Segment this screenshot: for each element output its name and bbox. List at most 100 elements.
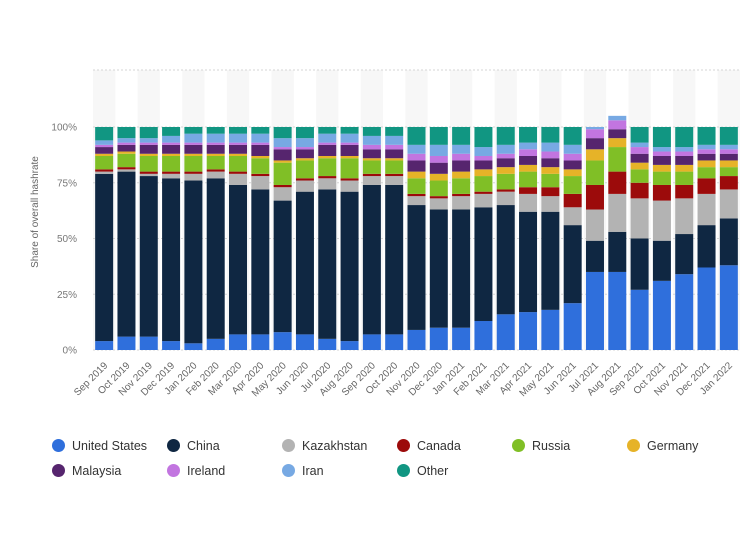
bar-segment[interactable]	[719, 127, 738, 145]
bar-segment[interactable]	[229, 334, 248, 350]
bar-segment[interactable]	[162, 142, 181, 145]
bar-segment[interactable]	[474, 147, 493, 156]
bar-segment[interactable]	[385, 158, 404, 161]
bar-segment[interactable]	[429, 127, 448, 145]
bar-segment[interactable]	[452, 178, 471, 194]
bar-segment[interactable]	[251, 334, 270, 350]
bar-segment[interactable]	[162, 178, 181, 342]
bar-segment[interactable]	[585, 149, 604, 161]
bar-segment[interactable]	[362, 160, 381, 174]
bar-segment[interactable]	[117, 142, 136, 145]
bar-segment[interactable]	[474, 191, 493, 194]
bar-segment[interactable]	[519, 211, 538, 313]
bar-segment[interactable]	[563, 225, 582, 304]
bar-segment[interactable]	[385, 127, 404, 136]
bar-segment[interactable]	[474, 176, 493, 192]
bar-segment[interactable]	[251, 173, 270, 177]
bar-segment[interactable]	[318, 178, 337, 190]
bar-segment[interactable]	[295, 178, 314, 181]
bar-segment[interactable]	[295, 138, 314, 148]
bar-segment[interactable]	[652, 155, 671, 165]
bar-segment[interactable]	[95, 140, 114, 145]
bar-segment[interactable]	[652, 184, 671, 201]
bar-segment[interactable]	[496, 127, 515, 145]
bar-segment[interactable]	[608, 115, 627, 121]
legend-item[interactable]: Ireland	[167, 462, 282, 479]
bar-segment[interactable]	[675, 198, 694, 235]
bar-segment[interactable]	[117, 138, 136, 143]
bar-segment[interactable]	[630, 127, 649, 143]
bar-segment[interactable]	[206, 155, 225, 170]
bar-segment[interactable]	[206, 142, 225, 145]
bar-segment[interactable]	[318, 142, 337, 145]
bar-segment[interactable]	[385, 176, 404, 185]
bar-segment[interactable]	[95, 144, 114, 148]
bar-segment[interactable]	[608, 193, 627, 232]
bar-segment[interactable]	[318, 338, 337, 350]
bar-segment[interactable]	[251, 144, 270, 156]
bar-segment[interactable]	[162, 153, 181, 156]
bar-segment[interactable]	[206, 338, 225, 350]
bar-segment[interactable]	[117, 167, 136, 170]
bar-segment[interactable]	[273, 184, 292, 188]
bar-segment[interactable]	[585, 129, 604, 139]
bar-segment[interactable]	[541, 187, 560, 197]
bar-segment[interactable]	[719, 265, 738, 350]
bar-segment[interactable]	[206, 171, 225, 179]
bar-segment[interactable]	[429, 209, 448, 328]
bar-segment[interactable]	[184, 343, 203, 350]
bar-segment[interactable]	[385, 184, 404, 335]
bar-segment[interactable]	[229, 173, 248, 185]
bar-segment[interactable]	[407, 205, 426, 330]
bar-segment[interactable]	[608, 129, 627, 139]
bar-segment[interactable]	[608, 138, 627, 148]
bar-segments[interactable]	[95, 115, 738, 350]
legend-item[interactable]: China	[167, 437, 282, 454]
bar-segment[interactable]	[340, 155, 359, 159]
bar-segment[interactable]	[229, 184, 248, 335]
bar-segment[interactable]	[139, 336, 158, 350]
bar-segment[interactable]	[519, 312, 538, 350]
bar-segment[interactable]	[474, 155, 493, 161]
bar-segment[interactable]	[139, 173, 158, 177]
bar-segment[interactable]	[496, 205, 515, 315]
bar-segment[interactable]	[184, 173, 203, 181]
bar-segment[interactable]	[273, 200, 292, 333]
bar-segment[interactable]	[95, 173, 114, 342]
bar-segment[interactable]	[385, 144, 404, 150]
bar-segment[interactable]	[719, 144, 738, 150]
bar-segment[interactable]	[206, 133, 225, 143]
bar-segment[interactable]	[541, 196, 560, 212]
bar-segment[interactable]	[295, 191, 314, 335]
bar-segment[interactable]	[429, 155, 448, 163]
bar-segment[interactable]	[452, 193, 471, 197]
bar-segment[interactable]	[117, 144, 136, 152]
bar-segment[interactable]	[273, 138, 292, 148]
bar-segment[interactable]	[295, 158, 314, 161]
bar-segment[interactable]	[139, 138, 158, 143]
bar-segment[interactable]	[563, 169, 582, 177]
bar-segment[interactable]	[95, 341, 114, 350]
bar-segment[interactable]	[496, 314, 515, 350]
bar-segment[interactable]	[563, 153, 582, 161]
bar-segment[interactable]	[340, 180, 359, 192]
bar-segment[interactable]	[117, 151, 136, 154]
bar-segment[interactable]	[652, 200, 671, 241]
bar-segment[interactable]	[697, 149, 716, 154]
bar-segment[interactable]	[162, 127, 181, 136]
bar-segment[interactable]	[117, 336, 136, 350]
bar-segment[interactable]	[295, 147, 314, 150]
bar-segment[interactable]	[117, 127, 136, 139]
bar-segment[interactable]	[139, 153, 158, 156]
bar-segment[interactable]	[719, 160, 738, 168]
legend-item[interactable]: Canada	[397, 437, 512, 454]
bar-segment[interactable]	[496, 173, 515, 190]
bar-segment[interactable]	[630, 162, 649, 170]
bar-segment[interactable]	[95, 127, 114, 141]
bar-segment[interactable]	[429, 144, 448, 156]
legend-item[interactable]: United States	[52, 437, 167, 454]
bar-segment[interactable]	[117, 171, 136, 337]
bar-segment[interactable]	[407, 144, 426, 154]
bar-segment[interactable]	[630, 182, 649, 199]
bar-segment[interactable]	[585, 240, 604, 272]
